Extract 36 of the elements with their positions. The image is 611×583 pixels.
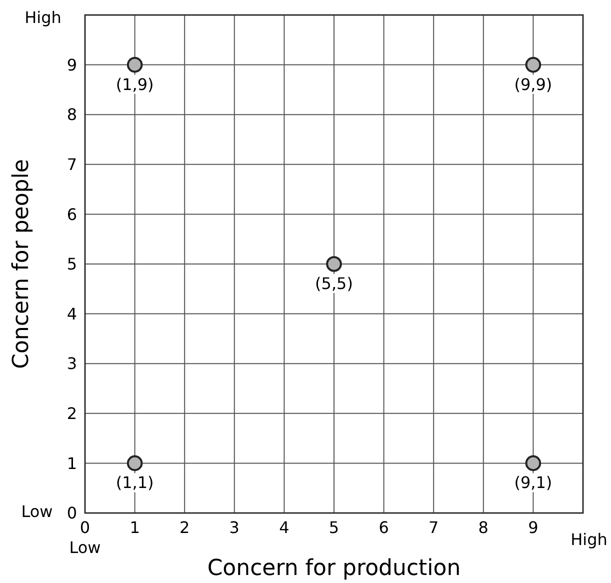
point <box>126 455 143 472</box>
x-axis-title: Concern for production <box>207 556 461 581</box>
point <box>326 256 342 272</box>
annotation: (9,1) <box>514 473 552 492</box>
y-tick-label: 1 <box>66 454 77 473</box>
y-tick-label: 2 <box>66 404 77 423</box>
x-tick-label: 1 <box>130 518 140 537</box>
y-tick-label: 0 <box>66 504 77 523</box>
annotation: (1,9) <box>116 74 154 94</box>
y-tick-label: 9 <box>66 55 77 74</box>
annotation: (5,5) <box>315 274 353 293</box>
annotation: (9,9) <box>514 74 552 94</box>
text: High <box>570 530 608 549</box>
x-tick-label: 2 <box>180 518 190 537</box>
annotation: (1,1) <box>116 473 154 492</box>
text: High <box>24 8 62 27</box>
y-tick-label: 5 <box>66 254 77 274</box>
x-tick-label: 9 <box>528 518 538 537</box>
text: Low <box>21 502 53 521</box>
point <box>126 56 143 73</box>
point <box>525 455 542 472</box>
y-tick-label: 3 <box>66 354 77 374</box>
x-tick-label: 7 <box>428 518 439 537</box>
x-tick-label: 8 <box>478 518 488 537</box>
x-tick-label: 4 <box>279 518 290 537</box>
text: Low <box>69 538 101 557</box>
x-tick-label: 6 <box>378 518 389 537</box>
y-tick-label: 4 <box>66 304 77 324</box>
y-tick-label: 6 <box>66 204 77 224</box>
point <box>525 56 542 73</box>
x-tick-label: 3 <box>229 518 240 537</box>
x-tick-label: 5 <box>328 518 340 537</box>
y-tick-label: 7 <box>66 155 77 174</box>
y-tick-label: 8 <box>66 105 77 124</box>
x-tick-label: 0 <box>80 518 90 537</box>
y-axis-title: Concern for people <box>9 159 34 369</box>
